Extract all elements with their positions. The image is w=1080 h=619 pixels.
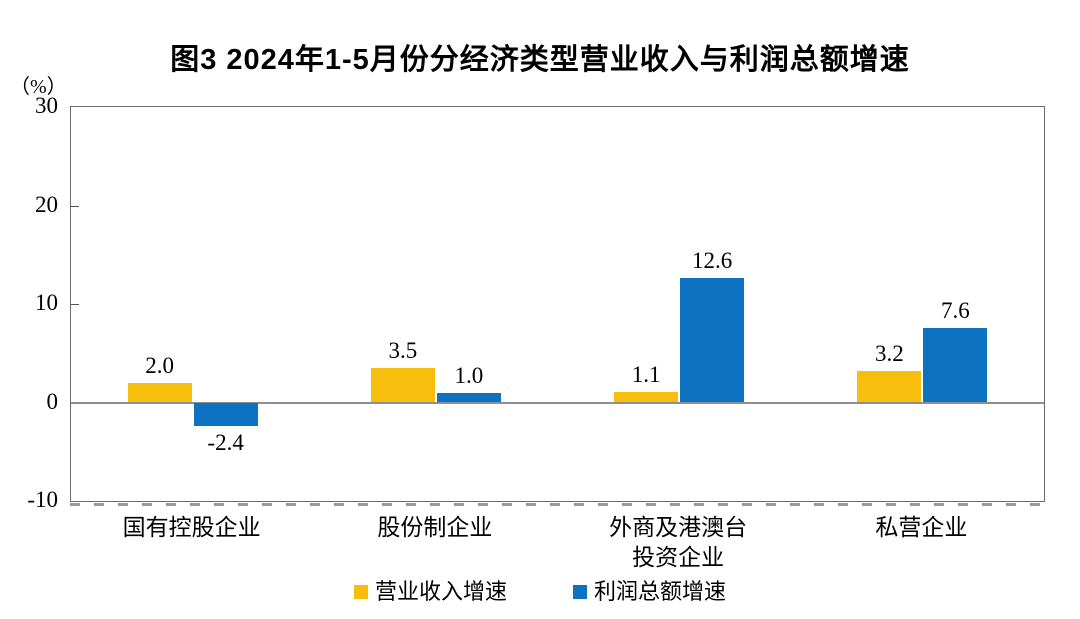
y-axis-tick-mark (71, 304, 79, 305)
y-tick-label: 10 (35, 290, 58, 315)
y-axis-tick-mark (71, 206, 79, 207)
bar-利润总额增速-国有控股企业 (193, 402, 258, 427)
y-axis-unit-label: （%） (10, 76, 67, 98)
legend-item-营业收入增速: 营业收入增速 (353, 579, 507, 605)
legend-swatch-icon (353, 585, 368, 599)
bar-利润总额增速-股份制企业 (436, 392, 501, 403)
bar-营业收入增速-国有控股企业 (127, 382, 192, 403)
x-category-label: 股份制企业 (377, 515, 493, 540)
x-category-label: 外商及港澳台 投资企业 (609, 515, 748, 570)
x-axis-minor-ticks (70, 503, 1044, 506)
bar-value-label: 1.1 (631, 361, 661, 387)
y-tick-label: 0 (46, 388, 59, 414)
bar-value-label: 7.6 (941, 297, 970, 323)
bar-利润总额增速-私营企业 (923, 327, 988, 403)
bar-value-label: 1.0 (454, 362, 484, 388)
bar-营业收入增速-私营企业 (857, 370, 922, 403)
y-tick-label: 20 (35, 191, 58, 217)
legend-label: 营业收入增速 (374, 579, 507, 604)
y-tick-label: 30 (35, 93, 58, 118)
chart-title: 图3 2024年1-5月份分经济类型营业收入与利润总额增速 (170, 44, 910, 76)
bar-value-label: 12.6 (692, 248, 733, 274)
legend-swatch-icon (573, 585, 587, 599)
bar-value-label: -2.4 (207, 430, 244, 456)
plot-area: 2.0 -2.4 3.5 1.0 1.1 12.6 3.2 7.6 (70, 106, 1045, 502)
zero-baseline (71, 401, 1044, 404)
bar-value-label: 3.5 (388, 338, 418, 364)
y-tick-label: -10 (27, 487, 58, 512)
x-category-label: 国有控股企业 (122, 515, 261, 540)
legend-label: 利润总额增速 (594, 579, 727, 604)
bar-value-label: 3.2 (875, 340, 904, 366)
legend-item-利润总额增速: 利润总额增速 (573, 579, 726, 605)
bar-利润总额增速-外商及港澳台投资企业 (680, 278, 745, 403)
x-category-label: 私营企业 (875, 515, 968, 540)
bar-营业收入增速-股份制企业 (370, 368, 435, 403)
chart-legend: 营业收入增速 利润总额增速 (0, 579, 1080, 605)
bar-营业收入增速-外商及港澳台投资企业 (614, 391, 679, 403)
bar-value-label: 2.0 (145, 352, 174, 378)
